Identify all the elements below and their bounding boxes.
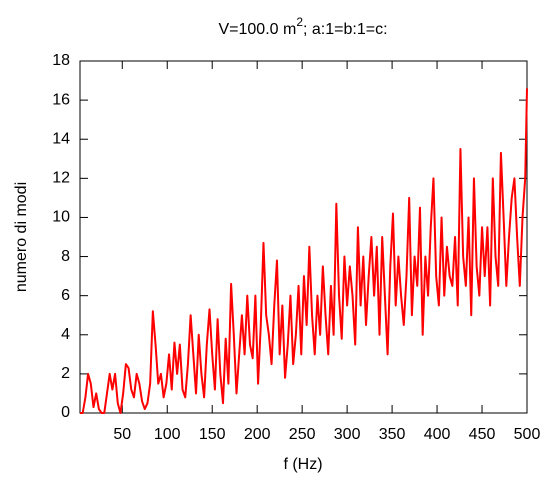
plot-border — [79, 60, 528, 414]
y-tick-label: 12 — [52, 170, 70, 187]
title-text: V=100.0 m — [218, 21, 296, 38]
y-tick-label: 14 — [52, 130, 70, 147]
x-tick-label: 150 — [199, 426, 226, 443]
x-tick-label: 450 — [469, 426, 496, 443]
y-tick-label: 6 — [61, 287, 70, 304]
x-axis-label: f (Hz) — [283, 456, 322, 473]
x-tick-label: 50 — [113, 426, 131, 443]
y-tick-label: 10 — [52, 209, 70, 226]
x-tick-label: 300 — [334, 426, 361, 443]
x-tick-label: 350 — [379, 426, 406, 443]
data-line — [80, 88, 528, 414]
x-tick-label: 250 — [289, 426, 316, 443]
title-superscript: 2 — [296, 15, 303, 29]
chart-title: V=100.0 m2; a:1=b:1=c: — [218, 15, 387, 38]
x-tick-label: 500 — [514, 426, 541, 443]
x-tick-label: 400 — [424, 426, 451, 443]
x-tick-label: 100 — [154, 426, 181, 443]
y-tick-label: 8 — [61, 248, 70, 265]
y-tick-label: 4 — [61, 326, 70, 343]
title-text-end: ; a:1=b:1=c: — [303, 21, 388, 38]
y-axis-label: numero di modi — [13, 182, 30, 292]
y-tick-label: 16 — [52, 91, 70, 108]
y-tick-label: 18 — [52, 52, 70, 69]
x-tick-label: 200 — [244, 426, 271, 443]
y-tick-label: 0 — [61, 404, 70, 421]
y-tick-label: 2 — [61, 365, 70, 382]
